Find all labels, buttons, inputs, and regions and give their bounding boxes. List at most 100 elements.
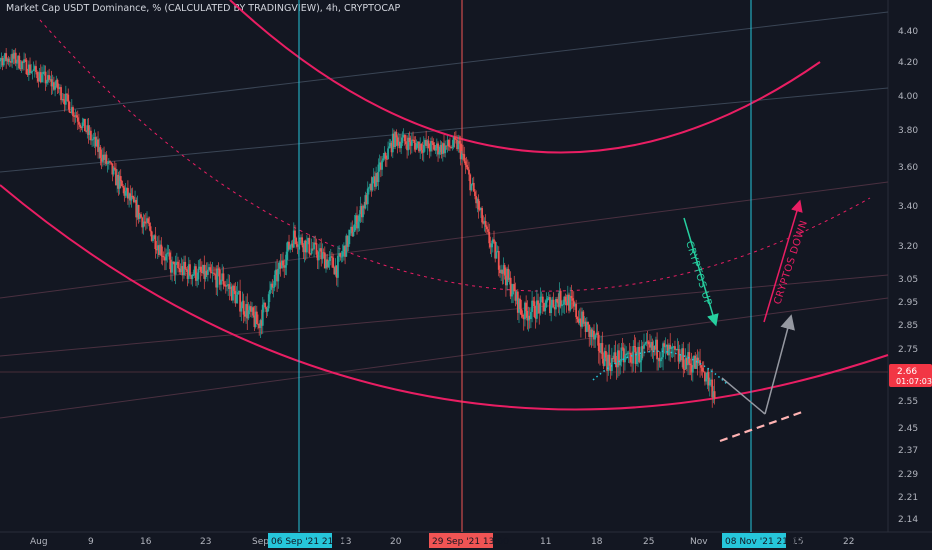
candle-body — [583, 321, 586, 324]
candle-body — [472, 182, 475, 192]
candle-body — [477, 199, 480, 210]
candle-body — [212, 272, 215, 274]
candle-body — [306, 241, 308, 253]
candle-body — [205, 270, 208, 275]
candle-body — [63, 100, 66, 105]
candle-body — [574, 303, 576, 307]
candle-body — [232, 285, 234, 301]
candle-body — [377, 164, 380, 183]
y-tick-label: 3.05 — [898, 275, 918, 285]
candle-body — [416, 141, 419, 144]
candle-body — [31, 70, 34, 72]
candle-body — [78, 121, 80, 125]
candle-body — [191, 274, 194, 280]
candle-body — [559, 290, 562, 307]
candle-body — [84, 118, 86, 132]
candle-body — [366, 188, 369, 205]
candle-body — [243, 314, 246, 317]
candle-body — [264, 302, 267, 308]
candle-body — [702, 371, 705, 373]
candle-body — [208, 267, 210, 270]
candle-body — [571, 298, 574, 301]
candle-body — [447, 139, 450, 147]
candle-body — [497, 250, 500, 270]
candle-body — [218, 269, 221, 285]
candle-body — [309, 253, 312, 255]
candle-body — [509, 277, 512, 297]
candle-body — [614, 352, 617, 363]
candle-body — [301, 237, 304, 246]
candle-body — [292, 230, 295, 248]
y-tick-label: 2.37 — [898, 446, 918, 456]
candle-body — [346, 235, 349, 247]
candle-body — [606, 357, 608, 371]
candle-body — [177, 261, 179, 269]
candle-body — [2, 58, 5, 66]
candle-body — [57, 88, 60, 90]
candle-body — [38, 72, 41, 82]
candle-body — [594, 335, 597, 340]
x-tick-label: Aug — [30, 537, 48, 547]
candle-body — [345, 235, 348, 257]
candle-body — [210, 271, 213, 273]
date-badge-nov08: 08 Nov '21 21:00 — [722, 533, 803, 548]
candle-body — [412, 139, 414, 141]
candle-body — [565, 301, 568, 306]
candle-body — [294, 230, 296, 238]
y-tick-label: 3.20 — [898, 242, 918, 252]
candle-body — [107, 161, 110, 164]
vertical-markers — [298, 0, 752, 532]
candle-body — [288, 241, 290, 250]
y-tick-label: 3.80 — [898, 126, 918, 136]
candle-body — [245, 304, 247, 317]
candle-body — [625, 353, 628, 356]
candle-body — [37, 78, 40, 82]
candle-body — [80, 126, 83, 128]
candle-body — [93, 137, 96, 139]
candle-body — [575, 303, 578, 318]
candle-body — [624, 355, 626, 363]
candle-body — [711, 379, 714, 398]
candle-body — [413, 140, 416, 144]
x-axis: Aug 9 16 23 Sep 13 20 11 18 25 Nov 15 22 — [30, 537, 854, 547]
candle-body — [451, 146, 454, 148]
candle-body — [230, 286, 233, 301]
candle-body — [365, 195, 368, 205]
candle-body — [453, 137, 456, 140]
candle-body — [530, 311, 532, 320]
candle-body — [47, 75, 49, 82]
candle-body — [489, 243, 492, 248]
candle-body — [428, 148, 431, 152]
candle-body — [0, 59, 2, 62]
candle-body — [344, 245, 346, 257]
candle-body — [175, 261, 178, 263]
candle-body — [564, 296, 567, 302]
candle-body — [211, 272, 214, 274]
candle-body — [319, 248, 321, 252]
candle-body — [499, 269, 501, 274]
candle-body — [110, 162, 113, 164]
candle-body — [618, 350, 620, 366]
candle-body — [424, 140, 426, 145]
candle-body — [165, 254, 167, 261]
candle-body — [674, 346, 676, 350]
candle-body — [539, 296, 542, 314]
candle-body — [49, 79, 52, 81]
candle-body — [1, 58, 4, 66]
candle-body — [712, 391, 715, 398]
candle-body — [578, 318, 581, 323]
candle-body — [589, 329, 592, 337]
candle-body — [7, 58, 10, 62]
candle-body — [414, 143, 417, 150]
candle-body — [512, 284, 514, 295]
candle-body — [131, 195, 134, 198]
candle-body — [328, 257, 331, 261]
candle-body — [364, 195, 367, 209]
candle-body — [284, 265, 287, 268]
candle-body — [576, 317, 579, 319]
candle-body — [384, 152, 387, 159]
candle-body — [274, 269, 277, 275]
candle-body — [253, 315, 256, 328]
candle-body — [528, 315, 531, 320]
